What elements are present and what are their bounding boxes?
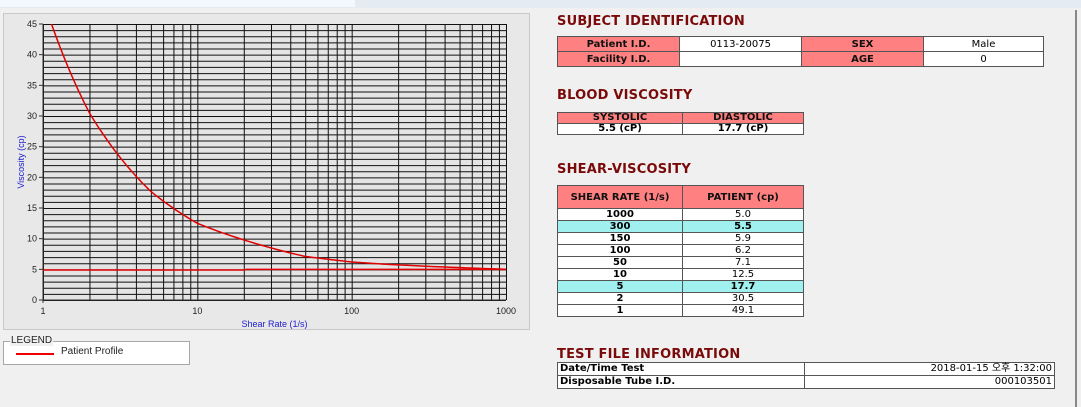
y-tick-label: 10 <box>27 234 37 244</box>
x-tick-label: 100 <box>344 306 359 316</box>
window-top-bar <box>0 0 1081 8</box>
subject-table: Patient I.D. 0113-20075 SEX Male Facilit… <box>557 36 1044 67</box>
shear-row: 100 6.2 <box>557 244 804 257</box>
y-tick-label: 40 <box>27 50 37 60</box>
legend-line-swatch <box>16 353 54 355</box>
facility-id-label: Facility I.D. <box>557 51 680 67</box>
date-time-label: Date/Time Test <box>557 362 805 376</box>
shear-row: 300 5.5 <box>557 220 804 233</box>
legend-entry: Patient Profile <box>61 346 124 357</box>
y-tick-label: 35 <box>27 80 37 90</box>
patient-viscosity-cell: 5.5 <box>682 220 804 233</box>
shear-row: 5 17.7 <box>557 280 804 293</box>
shear-rate-cell: 1 <box>557 304 683 317</box>
shear-rate-cell: 1000 <box>557 208 683 221</box>
patient-header: PATIENT (cp) <box>682 185 804 209</box>
patient-viscosity-cell: 5.9 <box>682 232 804 245</box>
shear-viscosity-title: SHEAR-VISCOSITY <box>557 162 691 177</box>
patient-viscosity-cell: 30.5 <box>682 292 804 305</box>
shear-rate-header: SHEAR RATE (1/s) <box>557 185 683 209</box>
patient-viscosity-cell: 49.1 <box>682 304 804 317</box>
x-tick-label: 1000 <box>496 306 516 316</box>
y-tick-label: 0 <box>32 295 37 305</box>
patient-viscosity-cell: 12.5 <box>682 268 804 281</box>
x-tick-label: 1 <box>40 306 45 316</box>
systolic-value: 5.5 (cP) <box>557 123 683 135</box>
y-tick-label: 25 <box>27 142 37 152</box>
systolic-label: SYSTOLIC <box>557 112 683 124</box>
patient-profile-line <box>50 24 506 271</box>
shear-rate-cell: 150 <box>557 232 683 245</box>
x-tick-label: 10 <box>192 306 202 316</box>
window-top-tab <box>0 0 355 7</box>
shear-rate-cell: 2 <box>557 292 683 305</box>
tube-id-value: 000103501 <box>804 375 1055 389</box>
sex-value: Male <box>923 36 1044 52</box>
age-label: AGE <box>801 51 924 67</box>
shear-row: 50 7.1 <box>557 256 804 269</box>
patient-id-label: Patient I.D. <box>557 36 680 52</box>
shear-row: 1 49.1 <box>557 304 804 317</box>
test-file-information-title: TEST FILE INFORMATION <box>557 347 741 362</box>
tube-id-label: Disposable Tube I.D. <box>557 375 805 389</box>
blood-viscosity-title: BLOOD VISCOSITY <box>557 88 693 103</box>
shear-rate-cell: 10 <box>557 268 683 281</box>
y-axis-label: Viscosity (cp) <box>16 135 26 188</box>
y-tick-label: 20 <box>27 172 37 182</box>
baseline-line <box>43 268 506 271</box>
shear-row: 2 30.5 <box>557 292 804 305</box>
diastolic-label: DIASTOLIC <box>682 112 804 124</box>
patient-viscosity-cell: 17.7 <box>682 280 804 293</box>
shear-rate-cell: 5 <box>557 280 683 293</box>
patient-viscosity-cell: 5.0 <box>682 208 804 221</box>
shear-row: 10 12.5 <box>557 268 804 281</box>
report-panel <box>547 10 1077 407</box>
legend-title: LEGEND <box>10 335 54 346</box>
sex-label: SEX <box>801 36 924 52</box>
x-axis-label: Shear Rate (1/s) <box>241 319 307 329</box>
age-value: 0 <box>923 51 1044 67</box>
patient-id-value: 0113-20075 <box>679 36 802 52</box>
shear-viscosity-table: SHEAR RATE (1/s) PATIENT (cp) 1000 5.0 300… <box>557 185 804 317</box>
viscosity-chart-panel: 0 5 10 15 20 25 30 35 40 45 1 10 100 1000 Shear Rate (… <box>3 13 530 330</box>
viscosity-chart: 0 5 10 15 20 25 30 35 40 45 1 10 100 1000 Shear Rate (… <box>16 19 516 329</box>
date-time-value: 2018-01-15 오후 1:32:00 <box>804 362 1055 376</box>
legend-box: LEGEND Patient Profile <box>3 335 190 365</box>
y-tick-label: 15 <box>27 203 37 213</box>
y-tick-label: 30 <box>27 111 37 121</box>
patient-viscosity-cell: 6.2 <box>682 244 804 257</box>
shear-rate-cell: 50 <box>557 256 683 269</box>
subject-identification-title: SUBJECT IDENTIFICATION <box>557 14 745 29</box>
y-tick-label: 45 <box>27 19 37 29</box>
shear-row: 150 5.9 <box>557 232 804 245</box>
patient-viscosity-cell: 7.1 <box>682 256 804 269</box>
shear-row: 1000 5.0 <box>557 208 804 221</box>
blood-viscosity-table: SYSTOLIC DIASTOLIC 5.5 (cP) 17.7 (cP) <box>557 112 804 135</box>
shear-rate-cell: 100 <box>557 244 683 257</box>
facility-id-value <box>679 51 802 67</box>
diastolic-value: 17.7 (cP) <box>682 123 804 135</box>
y-tick-label: 5 <box>32 264 37 274</box>
test-file-table: Date/Time Test 2018-01-15 오후 1:32:00 Dis… <box>557 362 1055 389</box>
plot-area <box>43 24 506 300</box>
shear-rate-cell: 300 <box>557 220 683 233</box>
